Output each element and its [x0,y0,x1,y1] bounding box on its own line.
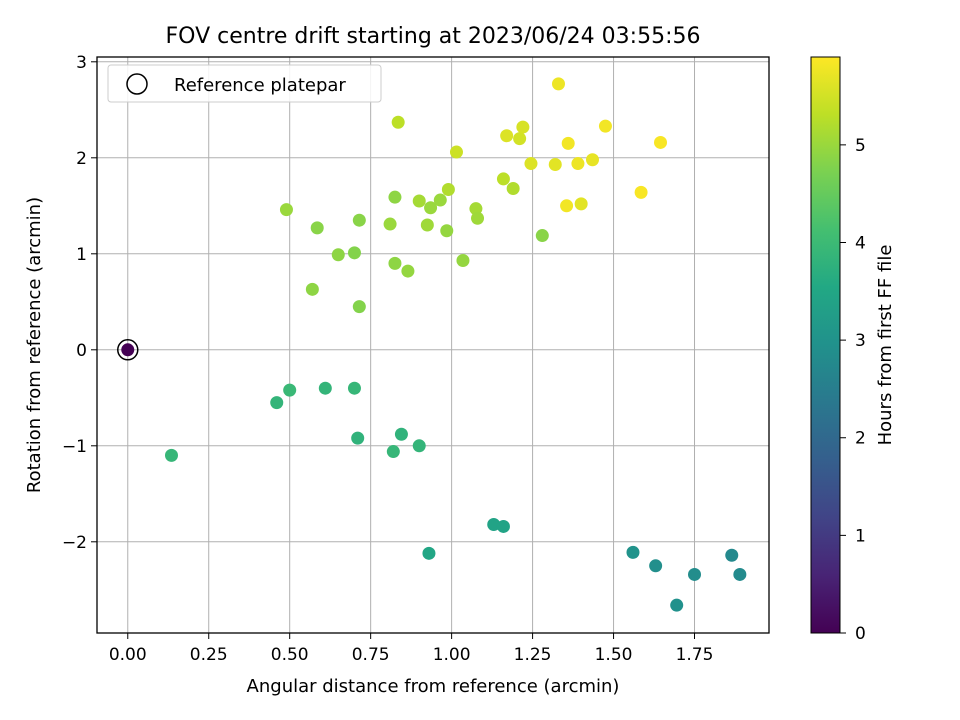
legend-entry-label: Reference platepar [174,75,346,96]
legend: Reference platepar [107,64,382,103]
data-point [670,598,684,612]
data-point [560,199,574,213]
colorbar-tick-label: 0 [855,624,866,644]
data-points [117,77,747,612]
data-point [506,182,520,196]
data-point [433,193,447,207]
x-tick-label: 0.50 [271,645,309,665]
data-point [412,439,426,453]
data-point [401,264,415,278]
y-tick-label: 0 [76,341,87,361]
data-point [649,559,663,573]
y-tick-label: 1 [76,245,87,265]
data-point [391,115,405,129]
data-point [496,172,510,186]
colorbar-label: Hours from first FF file [875,245,896,446]
data-point [412,194,426,208]
data-point [164,448,178,462]
y-axis-label: Rotation from reference (arcmin) [24,197,45,493]
data-point [456,254,470,268]
reference-point [121,343,135,357]
grid-lines [97,57,769,633]
data-point [310,221,324,235]
data-point [347,246,361,260]
plot-frame [96,56,770,634]
data-point [634,185,648,199]
x-tick-label: 1.25 [514,645,552,665]
colorbar-tick-label: 4 [855,233,866,253]
data-point [500,129,514,143]
x-tick-label: 0.75 [352,645,390,665]
reference-point-ring [117,339,139,361]
colorbar-tick-label: 3 [855,331,866,351]
data-point [571,157,585,171]
colorbar-tick-label: 1 [855,526,866,546]
y-axis-ticks: −2 −1 0 1 2 3 [62,53,97,553]
data-point [524,157,538,171]
data-point [270,396,284,410]
y-tick-label: −1 [62,437,87,457]
colorbar-ticks: 0 1 2 3 4 5 [840,136,866,644]
legend-box [107,64,382,103]
x-tick-label: 0.00 [109,645,147,665]
x-axis-label: Angular distance from reference (arcmin) [247,676,620,697]
data-point [535,229,549,243]
data-point [548,158,562,172]
data-point [626,545,640,559]
data-point [487,518,501,532]
data-point [351,431,365,445]
y-tick-label: 2 [76,149,87,169]
data-point [561,136,575,150]
colorbar-tick-label: 2 [855,429,866,449]
data-point [283,383,297,397]
x-axis-ticks: 0.00 0.25 0.50 0.75 1.00 1.25 1.50 1.75 [109,633,714,665]
data-point [318,381,332,395]
data-point [305,282,319,296]
data-point [471,211,485,225]
colorbar [810,56,841,634]
data-point [469,202,483,216]
data-point [394,427,408,441]
colorbar-tick-label: 5 [855,136,866,156]
data-point [574,197,588,211]
data-point [516,120,530,134]
data-point [513,132,527,146]
data-point [496,519,510,533]
data-point [352,213,366,227]
data-point [424,201,438,215]
data-point [449,145,463,159]
data-point [585,153,599,167]
x-tick-label: 1.50 [595,645,633,665]
data-point [440,224,454,238]
y-tick-label: 3 [76,53,87,73]
data-point [688,567,702,581]
data-point [388,256,402,270]
data-point [725,548,739,562]
x-tick-label: 1.75 [676,645,714,665]
data-point [654,135,668,149]
chart-title: FOV centre drift starting at 2023/06/24 … [166,24,701,49]
data-point [347,381,361,395]
data-point [386,445,400,459]
data-point [551,77,565,91]
data-point [279,203,293,217]
data-point [388,190,402,204]
y-tick-label: −2 [62,533,87,553]
data-point [598,119,612,133]
data-point [331,248,345,262]
reference-marker-icon [126,73,148,95]
data-point [733,567,747,581]
data-point [420,218,434,232]
data-point [383,217,397,231]
x-tick-label: 1.00 [433,645,471,665]
data-point [422,546,436,560]
data-point [352,300,366,314]
x-tick-label: 0.25 [190,645,228,665]
data-point [441,182,455,196]
